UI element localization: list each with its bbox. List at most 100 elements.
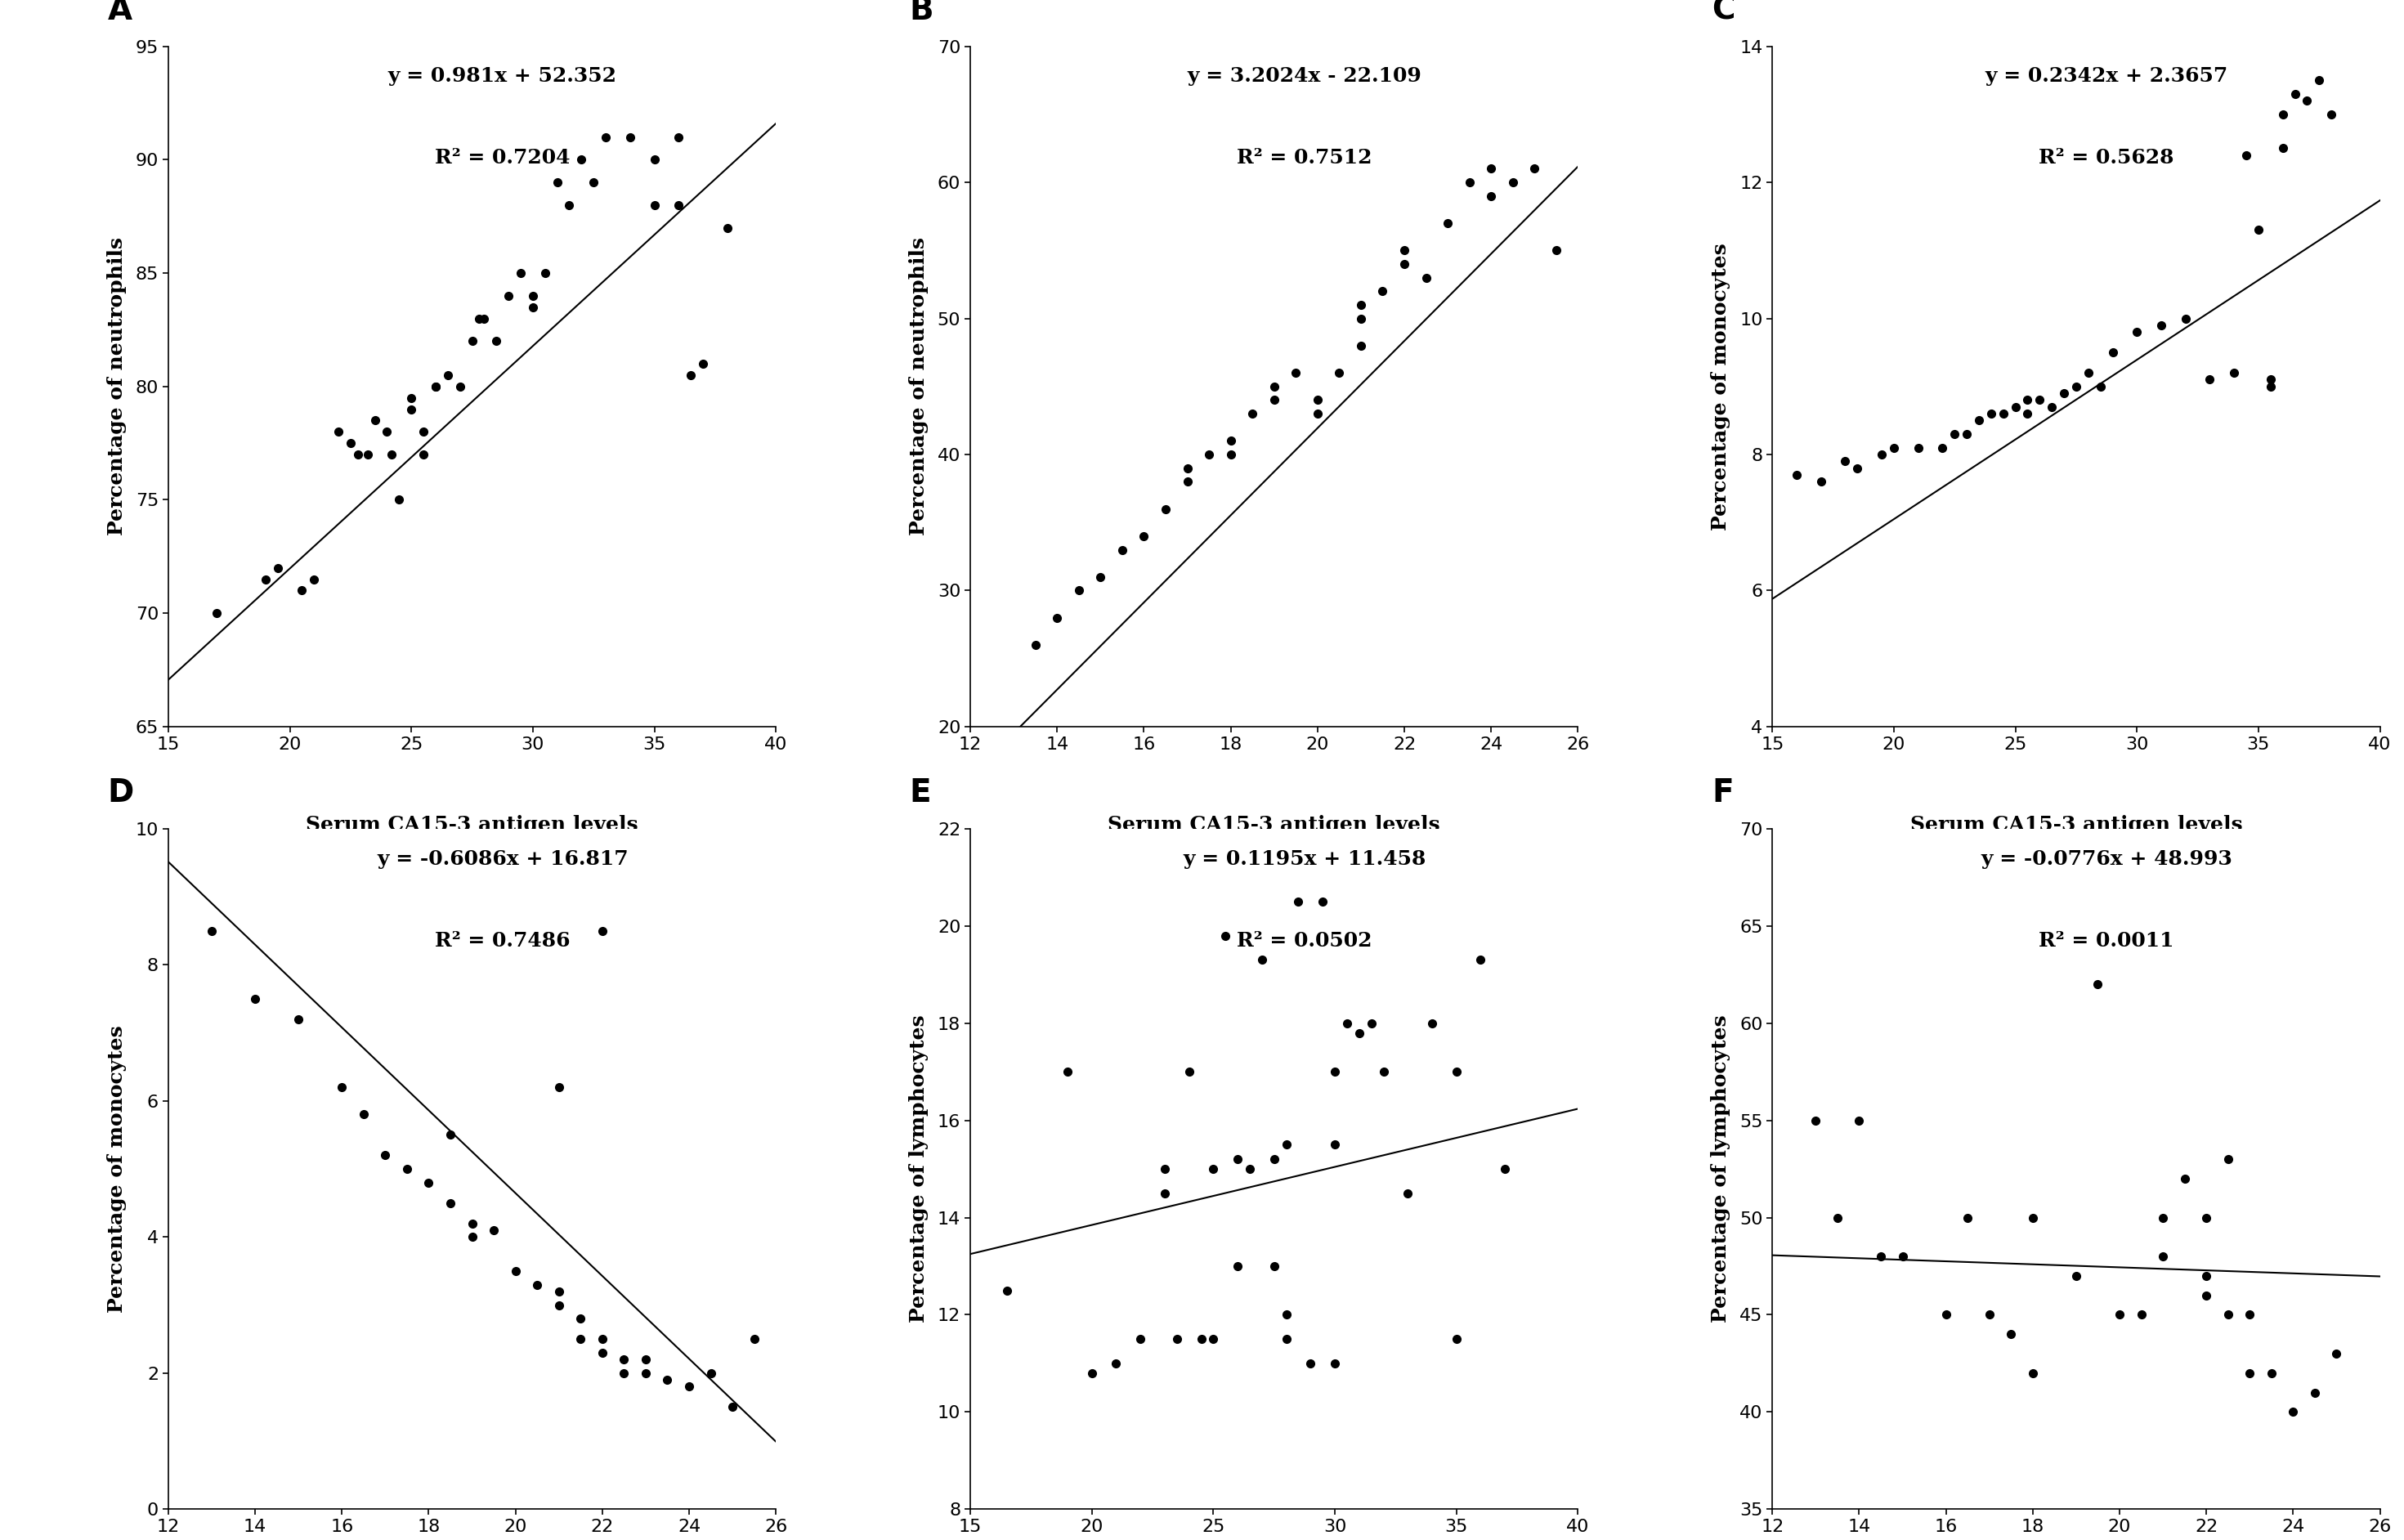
Point — [1315, 1132, 1353, 1157]
Point — [430, 1190, 469, 1215]
Text: Serum CA15-3 antigen levels: Serum CA15-3 antigen levels — [1108, 815, 1440, 835]
Point — [1971, 402, 2010, 427]
Point — [538, 1280, 577, 1304]
Point — [2082, 374, 2120, 399]
Point — [709, 216, 748, 240]
Point — [495, 1258, 534, 1283]
Point — [2118, 320, 2156, 345]
Y-axis label: Percentage of lymphocytes: Percentage of lymphocytes — [1712, 1015, 1731, 1323]
Point — [1171, 1060, 1209, 1084]
Point — [404, 442, 442, 467]
Point — [1341, 333, 1380, 357]
Point — [1947, 1206, 1986, 1230]
Point — [2007, 388, 2046, 413]
Point — [2214, 360, 2253, 385]
Point — [1303, 889, 1341, 913]
Text: IU/ml: IU/ml — [440, 876, 505, 896]
Point — [1462, 947, 1500, 972]
Point — [2238, 217, 2277, 242]
Point — [1827, 450, 1866, 474]
Point — [474, 1218, 512, 1243]
Point — [1072, 1361, 1111, 1386]
Point — [1839, 456, 1878, 480]
Point — [2144, 1244, 2183, 1269]
Point — [197, 601, 236, 625]
Point — [692, 1361, 731, 1386]
Point — [1839, 1109, 1878, 1133]
Point — [1255, 388, 1293, 413]
Point — [365, 1143, 404, 1167]
Point — [1320, 360, 1358, 385]
Point — [2034, 394, 2072, 419]
Point — [1926, 1303, 1964, 1327]
Point — [671, 1374, 709, 1398]
Point — [1341, 293, 1380, 317]
Point — [502, 260, 541, 285]
Point — [392, 397, 430, 422]
Point — [1060, 578, 1099, 602]
Point — [1195, 1157, 1233, 1181]
Point — [2058, 374, 2096, 399]
Point — [1267, 1132, 1305, 1157]
Point — [1168, 470, 1207, 494]
Point — [1017, 633, 1055, 658]
Point — [1212, 428, 1250, 453]
Point — [1351, 1010, 1390, 1035]
Point — [584, 918, 623, 942]
Point — [1817, 1206, 1856, 1230]
Point — [416, 374, 454, 399]
Point — [356, 408, 394, 433]
Point — [245, 567, 284, 591]
Point — [1039, 605, 1077, 630]
Point — [2058, 1264, 2096, 1289]
Point — [714, 1395, 752, 1420]
Point — [373, 442, 411, 467]
Point — [1486, 1157, 1524, 1181]
Point — [2070, 360, 2108, 385]
Point — [404, 419, 442, 444]
Point — [284, 578, 322, 602]
Point — [1861, 1244, 1899, 1269]
Point — [649, 1368, 688, 1392]
Point — [452, 1224, 490, 1249]
Point — [575, 169, 613, 194]
Text: Serum CA15-3 antigen levels: Serum CA15-3 antigen levels — [305, 815, 639, 835]
Text: IU/ml: IU/ml — [1243, 876, 1305, 896]
Point — [452, 1210, 490, 1235]
Point — [392, 385, 430, 410]
Point — [430, 1123, 469, 1147]
Point — [279, 1007, 317, 1032]
Y-axis label: Percentage of neutrophils: Percentage of neutrophils — [909, 237, 928, 536]
Point — [538, 1075, 577, 1100]
Point — [1801, 470, 1839, 494]
Point — [2265, 102, 2303, 126]
Y-axis label: Percentage of lymphocytes: Percentage of lymphocytes — [909, 1015, 928, 1323]
Point — [1923, 436, 1962, 460]
Point — [2188, 1264, 2226, 1289]
Point — [2101, 1303, 2140, 1327]
Text: R² = 0.7204: R² = 0.7204 — [435, 148, 570, 168]
Point — [416, 374, 454, 399]
Point — [2317, 1341, 2356, 1366]
Point — [1414, 1010, 1452, 1035]
Point — [736, 1327, 774, 1352]
Point — [236, 987, 274, 1012]
Text: R² = 0.7512: R² = 0.7512 — [1238, 148, 1373, 168]
Point — [1125, 524, 1164, 548]
Point — [1471, 183, 1510, 208]
Point — [1536, 239, 1575, 263]
Point — [538, 169, 577, 194]
Point — [1947, 422, 1986, 447]
Text: y = 0.1195x + 11.458: y = 0.1195x + 11.458 — [1183, 849, 1426, 869]
Point — [627, 1361, 666, 1386]
Point — [2231, 1361, 2269, 1386]
Y-axis label: Percentage of neutrophils: Percentage of neutrophils — [106, 237, 127, 536]
Point — [1315, 1351, 1353, 1375]
Point — [584, 1327, 623, 1352]
Point — [1120, 1327, 1159, 1352]
Point — [2253, 374, 2291, 399]
Text: C: C — [1712, 0, 1736, 26]
Point — [606, 1348, 644, 1372]
Point — [2226, 143, 2265, 168]
Text: y = 0.981x + 52.352: y = 0.981x + 52.352 — [387, 66, 618, 86]
